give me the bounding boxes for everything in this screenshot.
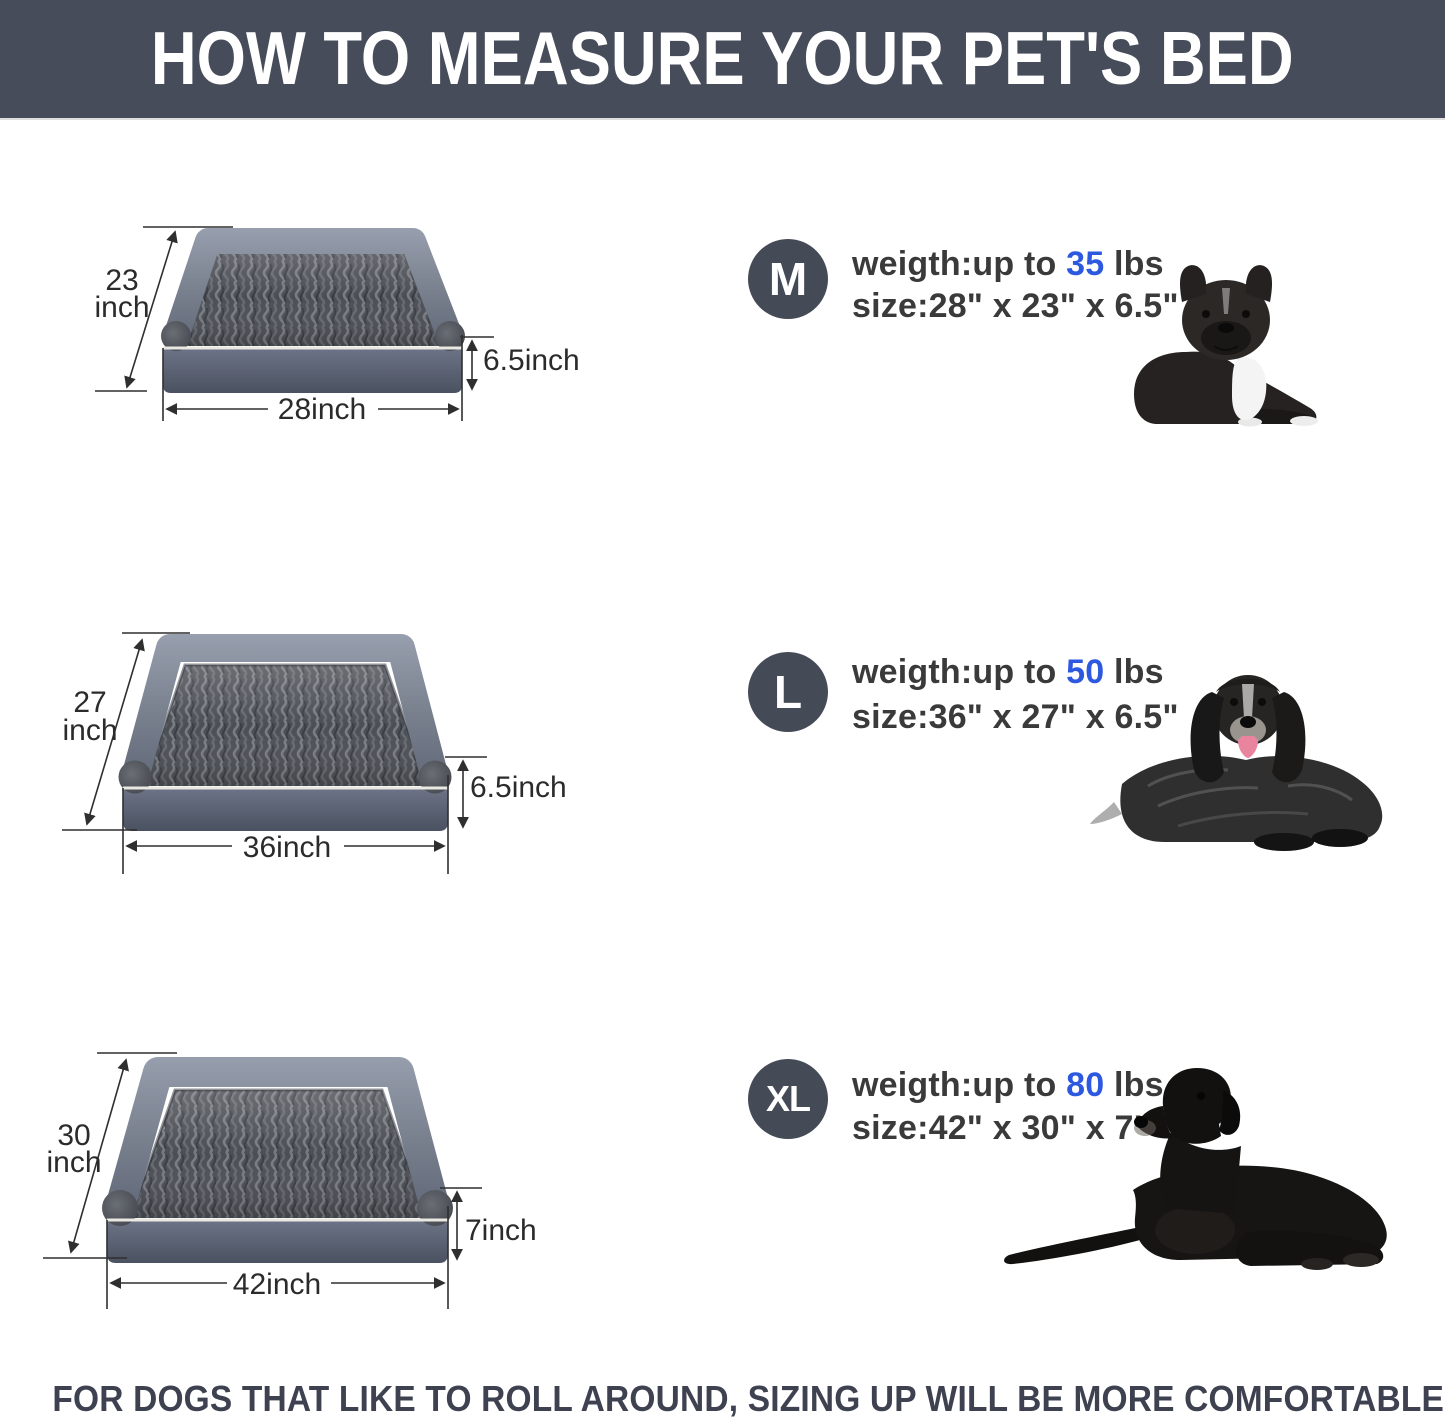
weight-unit: lbs	[1104, 1066, 1164, 1104]
header-banner: HOW TO MEASURE YOUR PET'S BED	[0, 0, 1445, 120]
weight-value: 35	[1066, 245, 1105, 283]
bed-diagram-l: 27 inch 6.5inch 36inch	[62, 632, 567, 874]
size-badge-letter: M	[768, 253, 808, 305]
dimension-labels-xl: 30 inch 7inch 42inch	[46, 1119, 536, 1301]
dimension-labels-l: 27 inch 6.5inch 36inch	[62, 686, 566, 864]
bolster-fur-end	[418, 760, 452, 794]
weight-prefix: weigth:up to	[852, 245, 1067, 283]
bed-illustration-l	[118, 634, 452, 831]
depth-value-label: 23	[105, 264, 138, 297]
bed-diagram-xl: 30 inch 7inch 42inch	[43, 1052, 537, 1309]
footer-note: FOR DOGS THAT LIKE TO ROLL AROUND, SIZIN…	[52, 1378, 1445, 1419]
height-label: 6.5inch	[483, 344, 580, 377]
width-label: 42inch	[233, 1268, 321, 1301]
bed-diagram-m: 23 inch 6.5inch 28inch	[94, 226, 580, 426]
size-line-l: size:36" x 27" x 6.5"	[852, 698, 1179, 736]
weight-unit: lbs	[1104, 653, 1164, 691]
dog-photo-french-bulldog	[1134, 265, 1318, 427]
size-line-m: size:28" x 23" x 6.5"	[852, 287, 1179, 325]
weight-value: 50	[1066, 653, 1105, 691]
footer-note-bar: FOR DOGS THAT LIKE TO ROLL AROUND, SIZIN…	[0, 1378, 1445, 1420]
dimension-arrows-xl	[43, 1052, 482, 1309]
dog-photo-cocker-spaniel	[1090, 675, 1383, 851]
depth-unit-label: inch	[46, 1146, 101, 1179]
width-label: 28inch	[278, 393, 366, 426]
depth-unit-label: inch	[94, 291, 149, 324]
depth-unit-label: inch	[62, 714, 117, 747]
bolster-fur-end	[417, 1190, 453, 1226]
depth-value-label: 30	[57, 1119, 90, 1152]
weight-prefix: weigth:up to	[852, 1066, 1067, 1104]
weight-prefix: weigth:up to	[852, 653, 1067, 691]
size-badge-xl: XL	[748, 1059, 828, 1139]
depth-arrow	[84, 638, 145, 826]
size-badge-letter: L	[773, 666, 803, 718]
size-badge-l: L	[748, 652, 828, 732]
bed-illustration-m	[161, 228, 465, 393]
depth-value-label: 27	[73, 686, 106, 719]
weight-value: 80	[1066, 1066, 1105, 1104]
bolster-fur-end	[435, 321, 465, 351]
dimension-labels-m: 23 inch 6.5inch 28inch	[94, 264, 579, 426]
depth-arrow	[68, 1058, 129, 1254]
bed-illustration-xl	[102, 1057, 453, 1263]
depth-arrow	[124, 230, 178, 389]
weight-unit: lbs	[1104, 245, 1164, 283]
weight-line-m: weigth:up to 35 lbs	[852, 242, 1164, 286]
weight-line-xl: weigth:up to 80 lbs	[852, 1063, 1164, 1107]
page-title: HOW TO MEASURE YOUR PET'S BED	[151, 17, 1294, 101]
size-badge-m: M	[748, 239, 828, 319]
size-line-xl: size:42" x 30" x 7"	[852, 1109, 1150, 1147]
width-label: 36inch	[243, 831, 331, 864]
size-badge-letter: XL	[765, 1078, 811, 1119]
weight-line-l: weigth:up to 50 lbs	[852, 650, 1164, 694]
dog-photo-black-labrador	[1004, 1068, 1387, 1270]
height-label: 6.5inch	[470, 771, 567, 804]
height-label: 7inch	[465, 1214, 537, 1247]
